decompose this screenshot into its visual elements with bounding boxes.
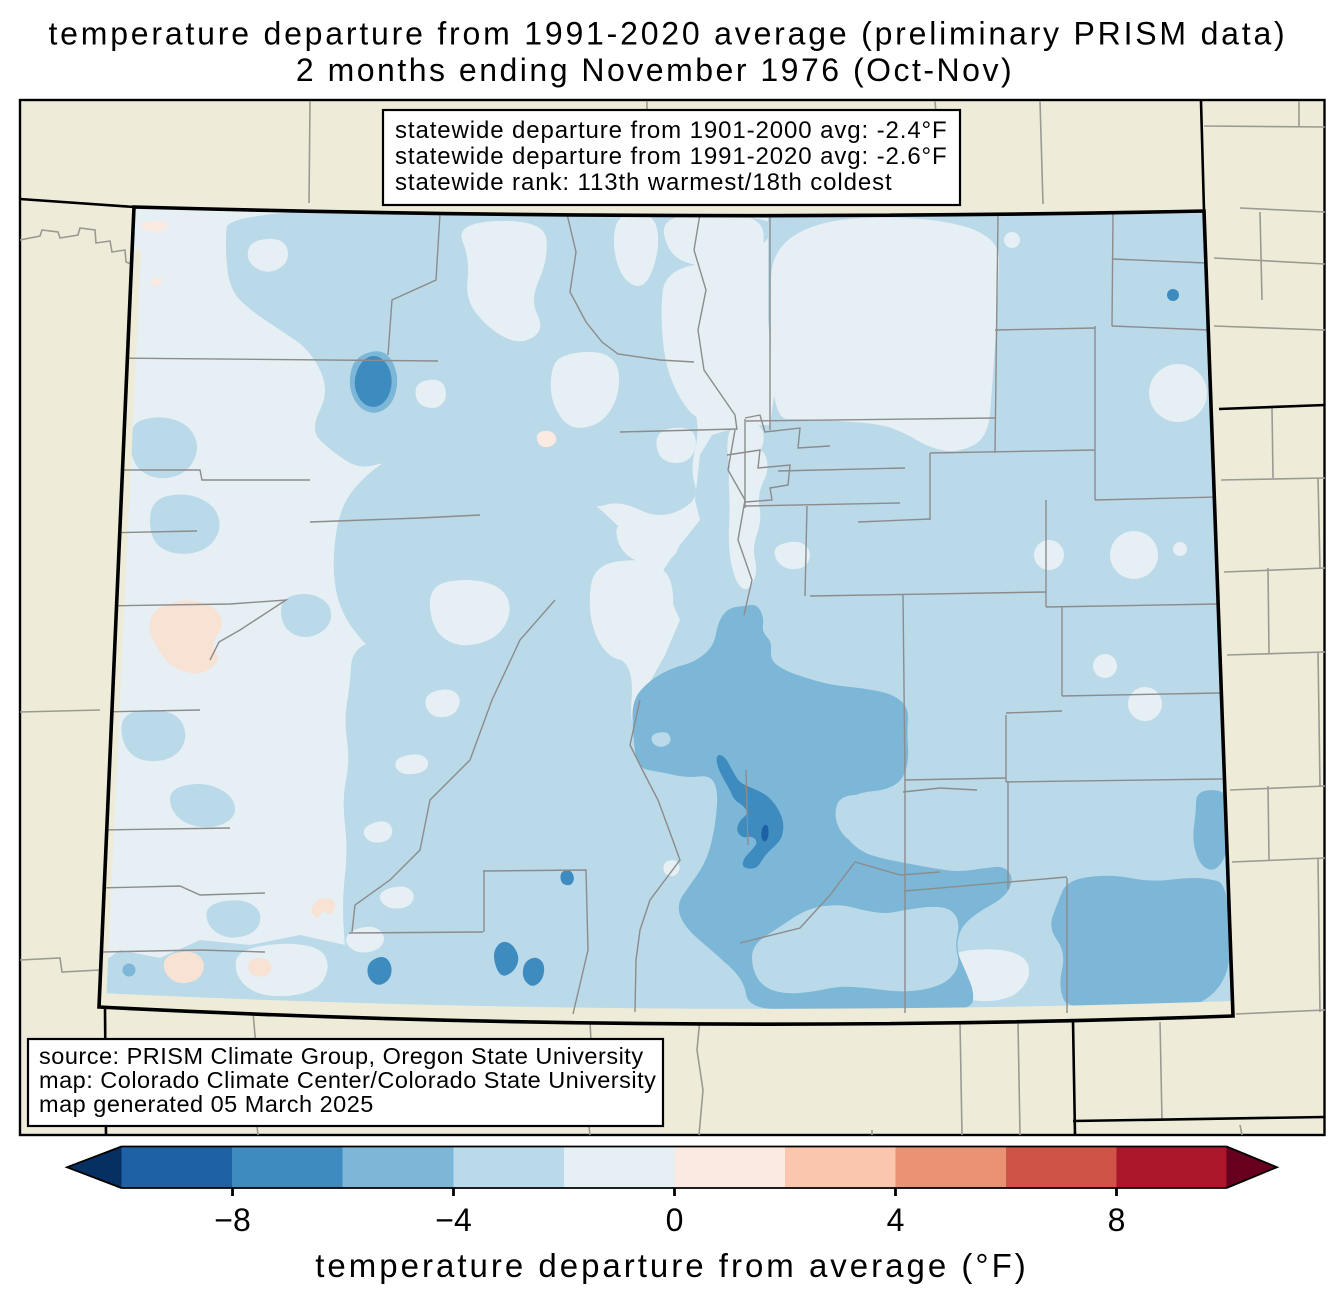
svg-text:0: 0 bbox=[666, 1202, 684, 1238]
svg-text:2 months ending November 1976: 2 months ending November 1976 (Oct-Nov) bbox=[296, 52, 1014, 88]
svg-text:statewide rank: 113th warmest/: statewide rank: 113th warmest/18th colde… bbox=[395, 169, 893, 196]
svg-text:8: 8 bbox=[1108, 1202, 1126, 1238]
svg-text:map: Colorado Climate Center/C: map: Colorado Climate Center/Colorado St… bbox=[39, 1067, 656, 1093]
svg-text:map generated 05 March 2025: map generated 05 March 2025 bbox=[39, 1091, 374, 1117]
svg-text:statewide departure from 1901-: statewide departure from 1901-2000 avg: … bbox=[395, 117, 948, 144]
svg-text:temperature departure from ave: temperature departure from average (°F) bbox=[315, 1247, 1028, 1284]
svg-text:source: PRISM Climate Group, O: source: PRISM Climate Group, Oregon Stat… bbox=[39, 1043, 644, 1069]
svg-text:statewide departure from 1991-: statewide departure from 1991-2020 avg: … bbox=[395, 143, 948, 170]
svg-text:4: 4 bbox=[887, 1202, 905, 1238]
svg-text:−8: −8 bbox=[214, 1202, 250, 1238]
svg-text:temperature departure from 199: temperature departure from 1991-2020 ave… bbox=[48, 16, 1287, 52]
svg-text:−4: −4 bbox=[435, 1202, 471, 1238]
